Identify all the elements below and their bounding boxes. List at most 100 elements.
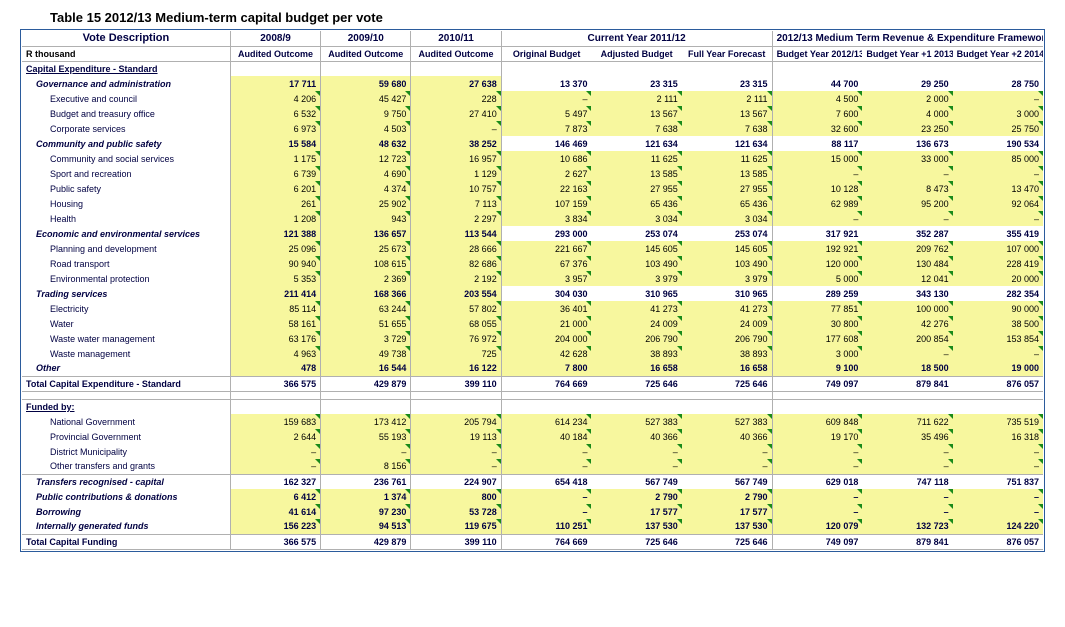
table-row: Sport and recreation6 7394 6901 1292 627… (22, 166, 1043, 181)
cell: 23 315 (682, 76, 772, 91)
cell: 747 118 (862, 474, 952, 489)
th-by0: Budget Year 2012/13 (772, 46, 862, 61)
cell: 2 644 (230, 429, 320, 444)
th-y1: 2009/10 (321, 31, 411, 46)
cell: – (230, 444, 320, 459)
th-rthousand: R thousand (22, 46, 230, 61)
table-row: Corporate services6 9734 503–7 8737 6387… (22, 121, 1043, 136)
cell: – (682, 459, 772, 474)
cell: 7 113 (411, 196, 501, 211)
cell: – (862, 444, 952, 459)
cell: 879 841 (862, 534, 952, 549)
row-label: Other (22, 361, 230, 376)
cell: 162 327 (230, 474, 320, 489)
cell: 27 638 (411, 76, 501, 91)
cell: 18 500 (862, 361, 952, 376)
cell: 8 156 (321, 459, 411, 474)
row-label: Waste water management (22, 331, 230, 346)
cell: 211 414 (230, 286, 320, 301)
cell (591, 61, 681, 76)
cell (501, 391, 591, 399)
total-row: Total Capital Funding366 575429 879399 1… (22, 534, 1043, 549)
cell: 32 600 (772, 121, 862, 136)
cell: 192 921 (772, 241, 862, 256)
cell: 4 500 (772, 91, 862, 106)
table-row: Public safety6 2014 37410 75722 16327 95… (22, 181, 1043, 196)
cell (411, 61, 501, 76)
cell: 136 673 (862, 136, 952, 151)
cell: 55 193 (321, 429, 411, 444)
cell: 130 484 (862, 256, 952, 271)
cell: 53 728 (411, 504, 501, 519)
cell: – (953, 166, 1043, 181)
row-label: Community and public safety (22, 136, 230, 151)
cell: 3 729 (321, 331, 411, 346)
cell: 27 955 (682, 181, 772, 196)
cell: 76 972 (411, 331, 501, 346)
cell: 29 250 (862, 76, 952, 91)
th-by2: Budget Year +2 2014/15 (953, 46, 1043, 61)
cell: 317 921 (772, 226, 862, 241)
table-row: Other transfers and grants–8 156––––––– (22, 459, 1043, 474)
row-label: Road transport (22, 256, 230, 271)
cell: 119 675 (411, 519, 501, 534)
cell: 203 554 (411, 286, 501, 301)
cell: 221 667 (501, 241, 591, 256)
cell: – (953, 504, 1043, 519)
cell: 4 690 (321, 166, 411, 181)
cell (862, 399, 952, 414)
cell: 25 750 (953, 121, 1043, 136)
cell: 876 057 (953, 534, 1043, 549)
cell: 366 575 (230, 376, 320, 391)
cell: – (772, 211, 862, 226)
cell: 40 366 (682, 429, 772, 444)
cell: 4 206 (230, 91, 320, 106)
cell: – (862, 166, 952, 181)
cell: 200 854 (862, 331, 952, 346)
cell: 13 567 (591, 106, 681, 121)
cell: 8 473 (862, 181, 952, 196)
cell: – (862, 459, 952, 474)
cell: 228 (411, 91, 501, 106)
cell: 177 608 (772, 331, 862, 346)
cell: – (501, 444, 591, 459)
cell: – (772, 166, 862, 181)
budget-table: Vote Description 2008/9 2009/10 2010/11 … (22, 31, 1043, 550)
cell: 137 530 (591, 519, 681, 534)
cell: 23 315 (591, 76, 681, 91)
cell: 21 000 (501, 316, 591, 331)
cell: 609 848 (772, 414, 862, 429)
cell (230, 61, 320, 76)
cell: 41 273 (682, 301, 772, 316)
cell: 209 762 (862, 241, 952, 256)
cell: – (772, 444, 862, 459)
cell: 110 251 (501, 519, 591, 534)
th-fy: Full Year Forecast (682, 46, 772, 61)
cell: 13 567 (682, 106, 772, 121)
section-row: Funded by: (22, 399, 1043, 414)
cell (321, 61, 411, 76)
cell: 137 530 (682, 519, 772, 534)
cell: – (321, 444, 411, 459)
cell: 725 646 (591, 534, 681, 549)
cell: 45 427 (321, 91, 411, 106)
cell: 629 018 (772, 474, 862, 489)
cell: – (953, 91, 1043, 106)
cell: 121 634 (682, 136, 772, 151)
row-label: Budget and treasury office (22, 106, 230, 121)
cell: 88 117 (772, 136, 862, 151)
cell: 236 761 (321, 474, 411, 489)
table-row: Internally generated funds156 22394 5131… (22, 519, 1043, 534)
cell: 38 252 (411, 136, 501, 151)
row-label: Executive and council (22, 91, 230, 106)
cell: 90 940 (230, 256, 320, 271)
cell (682, 391, 772, 399)
cell: 48 632 (321, 136, 411, 151)
cell: 289 259 (772, 286, 862, 301)
cell: 3 000 (953, 106, 1043, 121)
cell: 27 410 (411, 106, 501, 121)
th-adj: Adjusted Budget (591, 46, 681, 61)
table-row: Economic and environmental services121 3… (22, 226, 1043, 241)
cell: 5 497 (501, 106, 591, 121)
th-y2: 2010/11 (411, 31, 501, 46)
